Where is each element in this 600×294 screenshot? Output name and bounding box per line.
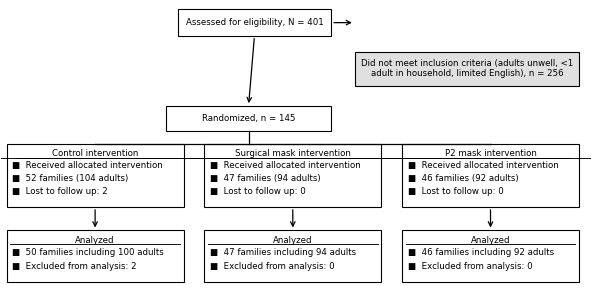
Text: Did not meet inclusion criteria (adults unwell, <1
adult in household, limited E: Did not meet inclusion criteria (adults …: [361, 59, 573, 78]
Text: Analyzed: Analyzed: [471, 236, 510, 245]
Text: ■  47 families (94 adults): ■ 47 families (94 adults): [210, 174, 321, 183]
Text: ■  47 families including 94 adults: ■ 47 families including 94 adults: [210, 248, 356, 257]
FancyBboxPatch shape: [7, 230, 184, 282]
Text: ■  Received allocated intervention: ■ Received allocated intervention: [210, 161, 361, 170]
Text: ■  Received allocated intervention: ■ Received allocated intervention: [13, 161, 163, 170]
Text: ■  Lost to follow up: 2: ■ Lost to follow up: 2: [13, 187, 108, 196]
FancyBboxPatch shape: [355, 52, 579, 86]
Text: Analyzed: Analyzed: [273, 236, 313, 245]
Text: ■  Excluded from analysis: 0: ■ Excluded from analysis: 0: [210, 262, 335, 270]
Text: Randomized, n = 145: Randomized, n = 145: [202, 114, 295, 123]
FancyBboxPatch shape: [402, 144, 579, 207]
Text: ■  50 families including 100 adults: ■ 50 families including 100 adults: [13, 248, 164, 257]
Text: Surgical mask intervention: Surgical mask intervention: [235, 149, 351, 158]
Text: ■  Excluded from analysis: 0: ■ Excluded from analysis: 0: [408, 262, 533, 270]
Text: ■  Received allocated intervention: ■ Received allocated intervention: [408, 161, 559, 170]
FancyBboxPatch shape: [166, 106, 331, 131]
Text: ■  52 families (104 adults): ■ 52 families (104 adults): [13, 174, 129, 183]
FancyBboxPatch shape: [204, 230, 382, 282]
FancyBboxPatch shape: [7, 144, 184, 207]
Text: Analyzed: Analyzed: [76, 236, 115, 245]
Text: ■  Lost to follow up: 0: ■ Lost to follow up: 0: [408, 187, 503, 196]
Text: ■  46 families including 92 adults: ■ 46 families including 92 adults: [408, 248, 554, 257]
FancyBboxPatch shape: [178, 9, 331, 36]
FancyBboxPatch shape: [204, 144, 382, 207]
Text: P2 mask intervention: P2 mask intervention: [445, 149, 536, 158]
Text: Assessed for eligibility, N = 401: Assessed for eligibility, N = 401: [185, 18, 323, 27]
Text: ■  Lost to follow up: 0: ■ Lost to follow up: 0: [210, 187, 306, 196]
Text: ■  46 families (92 adults): ■ 46 families (92 adults): [408, 174, 518, 183]
Text: ■  Excluded from analysis: 2: ■ Excluded from analysis: 2: [13, 262, 137, 270]
Text: Control intervention: Control intervention: [52, 149, 139, 158]
FancyBboxPatch shape: [402, 230, 579, 282]
